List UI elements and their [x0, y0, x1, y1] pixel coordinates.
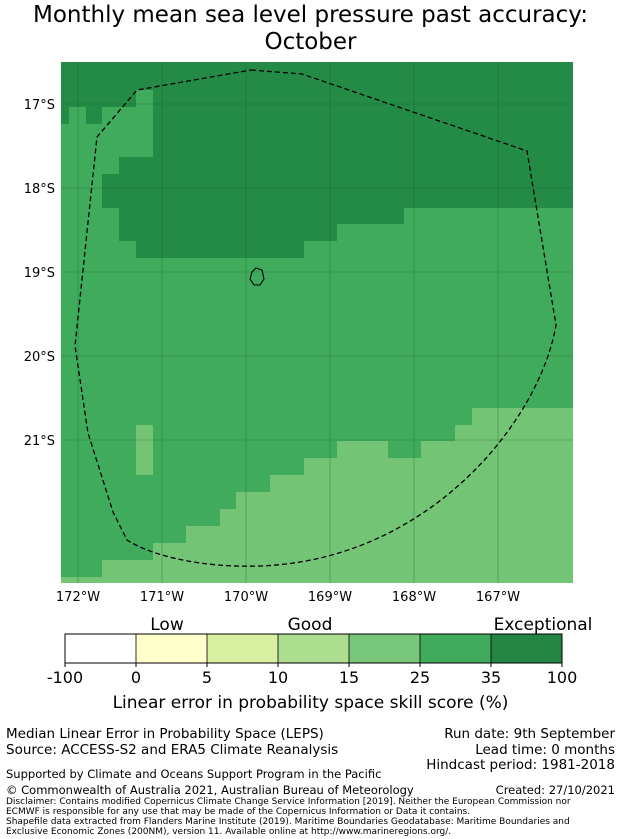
lat-label: 19°S — [24, 266, 55, 281]
map-exceptional-region — [61, 62, 573, 258]
title-line-2: October — [264, 29, 357, 55]
colorbar-bin — [349, 634, 420, 663]
map-good-region — [61, 408, 573, 583]
footer-supported: Supported by Climate and Oceans Support … — [6, 767, 382, 781]
eez-boundary — [74, 69, 557, 567]
colorbar-bin — [420, 634, 491, 663]
lon-label: 171°W — [140, 590, 184, 605]
colorbar-bin — [278, 634, 349, 663]
footer-created: Created: 27/10/2021 — [495, 783, 615, 797]
map-gridlines — [61, 62, 573, 583]
skill-map — [61, 62, 573, 583]
footer-run-date: Run date: 9th September — [444, 726, 615, 742]
footer-disclaimer: Disclaimer: Contains modified Copernicus… — [6, 797, 618, 837]
title-line-1: Monthly mean sea level pressure past acc… — [33, 2, 588, 28]
colorbar-tick-label: -100 — [47, 668, 83, 687]
colorbar-ticks — [64, 663, 563, 667]
colorbar-tick-label: 5 — [202, 668, 212, 687]
page-title: Monthly mean sea level pressure past acc… — [0, 2, 621, 56]
colorbar-dividers — [135, 634, 492, 663]
colorbar-bin — [207, 634, 278, 663]
lat-label: 20°S — [24, 350, 55, 365]
lon-label: 167°W — [476, 590, 520, 605]
map-good-patch — [136, 425, 153, 475]
lon-label: 169°W — [308, 590, 352, 605]
lat-label: 21°S — [24, 434, 55, 449]
island-outline — [249, 267, 265, 286]
colorbar-category-low: Low — [150, 615, 184, 635]
footer-lead-time: Lead time: 0 months — [475, 742, 615, 758]
colorbar-label: Linear error in probability space skill … — [112, 693, 509, 713]
colorbar-tick-label: 15 — [339, 668, 359, 687]
colorbar-category-good: Good — [288, 615, 333, 635]
lon-label: 172°W — [56, 590, 100, 605]
map-figure: 17°S 18°S 19°S 20°S 21°S 172°W 171°W 170… — [24, 62, 593, 687]
colorbar-tick-label: 35 — [481, 668, 501, 687]
disclaimer-line: Shapefile data extracted from Flanders M… — [6, 817, 570, 827]
lon-label: 168°W — [392, 590, 436, 605]
colorbar-frame — [64, 633, 563, 664]
colorbar-tick-label: 100 — [547, 668, 578, 687]
colorbar-tick-label: 10 — [268, 668, 288, 687]
lon-label: 170°W — [224, 590, 268, 605]
latitude-axis: 17°S 18°S 19°S 20°S 21°S — [24, 98, 55, 449]
colorbar-category-exceptional: Exceptional — [494, 615, 593, 635]
disclaimer-line: ECMWF is responsible for any use that ma… — [6, 807, 471, 817]
lat-label: 17°S — [24, 98, 55, 113]
longitude-axis: 172°W 171°W 170°W 169°W 168°W 167°W — [56, 590, 520, 605]
colorbar-tick-label: 25 — [410, 668, 430, 687]
footer-copyright: © Commonwealth of Australia 2021, Austra… — [6, 783, 414, 797]
colorbar-bin — [491, 634, 562, 663]
colorbar-bin — [136, 634, 207, 663]
footer-hindcast-period: Hindcast period: 1981-2018 — [426, 757, 615, 773]
colorbar: Low Good Exceptional -100 — [47, 615, 593, 687]
colorbar-tick-label: 0 — [131, 668, 141, 687]
colorbar-bin — [65, 634, 136, 663]
disclaimer-line: Exclusive Economic Zones (200NM), versio… — [6, 827, 452, 837]
footer-method: Median Linear Error in Probability Space… — [6, 726, 324, 742]
footer-source: Source: ACCESS-S2 and ERA5 Climate Reana… — [6, 742, 339, 758]
lat-label: 18°S — [24, 182, 55, 197]
disclaimer-line: Disclaimer: Contains modified Copernicus… — [6, 797, 571, 807]
